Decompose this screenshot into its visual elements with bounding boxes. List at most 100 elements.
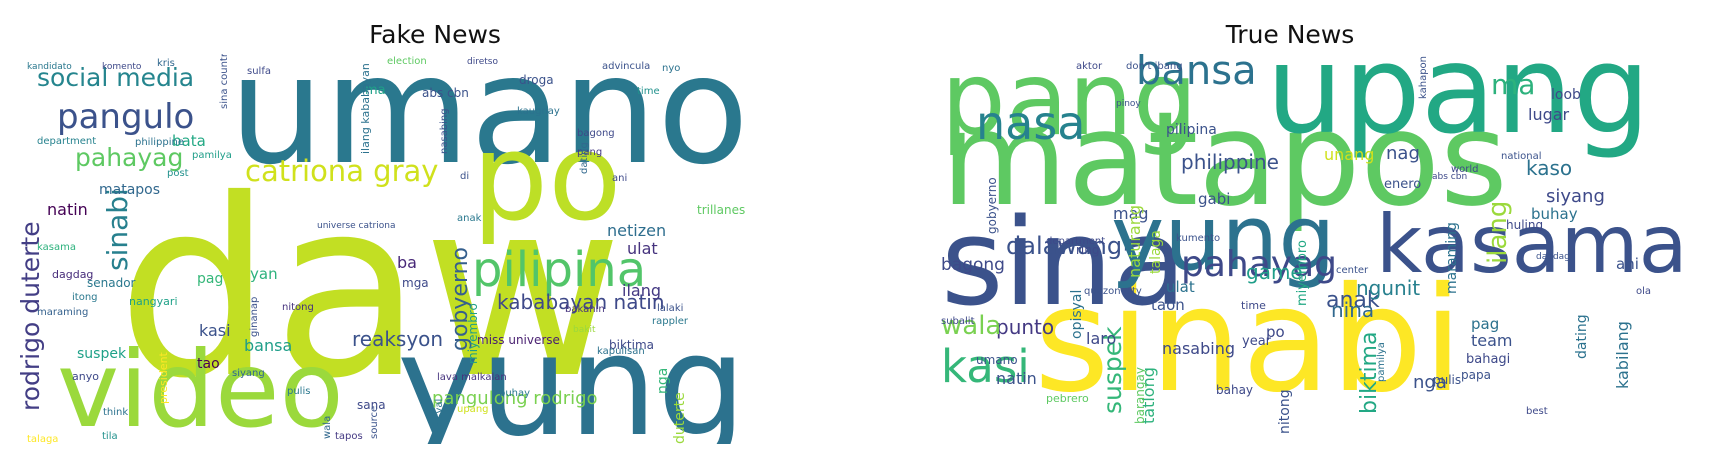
- word-kapulisan: kapulisan: [597, 346, 645, 357]
- word-ulat: ulat: [627, 239, 658, 258]
- word-source: source: [369, 406, 380, 439]
- word-catriona-gray: catriona gray: [245, 154, 438, 188]
- word-yan: yan: [250, 265, 278, 283]
- word-kahapon: kahapon: [1418, 56, 1429, 99]
- word-sana: sana: [357, 398, 386, 412]
- word-netizen: netizen: [607, 221, 666, 240]
- word-upang: upang: [457, 404, 489, 415]
- word-natin: natin: [996, 369, 1037, 388]
- word-biktima: biktima: [1357, 332, 1382, 414]
- word-opisyal: opisyal: [1069, 290, 1085, 339]
- word-ma: ma: [1491, 68, 1535, 101]
- word-pang: pang: [941, 54, 1198, 159]
- word-nitong: nitong: [282, 302, 314, 313]
- word-bansa: bansa: [1136, 54, 1257, 94]
- word-ma: ma: [365, 83, 386, 98]
- word-president: president: [157, 351, 170, 404]
- word-philippine: philippine: [135, 137, 184, 148]
- word-pinoy: pinoy: [1116, 99, 1141, 109]
- word-bahay: bahay: [1216, 383, 1253, 397]
- word-bagong: bagong: [941, 255, 1005, 275]
- word-lugar: lugar: [1528, 105, 1570, 124]
- word-lalaki: lalaki: [657, 303, 683, 314]
- word-kasi: kasi: [941, 340, 1030, 393]
- word-papa: papa: [1461, 368, 1491, 382]
- word-gobyerno: gobyerno: [448, 247, 473, 351]
- word-miss-universe: miss universe: [477, 333, 560, 347]
- word-biktima: biktima: [609, 338, 654, 352]
- word-pahayag: pahayag: [1181, 244, 1337, 285]
- word-bansa: bansa: [244, 336, 292, 355]
- true-news-wordcloud: matapos sinabi upang pang sina yung kasama bans…: [936, 54, 1716, 444]
- word-lava-malkalan: lava malkalan: [437, 372, 507, 383]
- word-pulis: pulis: [1433, 373, 1461, 387]
- word-subalit: subalit: [941, 316, 975, 327]
- word-center: center: [1336, 265, 1369, 276]
- word-po: po: [1266, 323, 1285, 341]
- word-po: po: [472, 109, 622, 248]
- word-bakahin: bakahin: [565, 304, 605, 315]
- word-nga: nga: [1413, 372, 1447, 393]
- word-kandidato: kandidato: [27, 62, 72, 72]
- word-umano: umano: [229, 54, 749, 198]
- word-upang: upang: [1266, 54, 1650, 161]
- word-yung: yung: [397, 305, 746, 444]
- word-abs-cbn: abs cbn: [422, 86, 469, 100]
- word-kaso: kaso: [1526, 156, 1572, 180]
- word-nasabing: nasabing: [439, 108, 450, 154]
- word-tapos: tapos: [335, 431, 363, 442]
- word-pangulong-rodrigo: pangulong rodrigo: [432, 388, 598, 409]
- fake-news-wordcloud: umano daw video yung po pangulo pilipina social…: [17, 54, 797, 444]
- word-tatlong: tatlong: [1139, 367, 1158, 424]
- word-best: best: [1526, 406, 1548, 417]
- word-ilang: ilang: [1483, 201, 1513, 264]
- word-time: time: [1241, 299, 1266, 312]
- word-dagdag: dagdag: [1536, 252, 1570, 262]
- word-ani: ani: [612, 173, 627, 184]
- word-pulis: pulis: [287, 386, 310, 397]
- word-dating: dating: [579, 142, 590, 174]
- word-ani: ani: [1616, 255, 1639, 273]
- word-think: think: [103, 407, 128, 418]
- true-news-panel: True News matapos sinabi upang pang sina yung…: [870, 0, 1730, 456]
- word-dating: dating: [1574, 314, 1590, 359]
- word-abs-cbn: abs cbn: [1432, 172, 1467, 182]
- word-department: department: [1046, 236, 1105, 247]
- word-laro: laro: [1086, 329, 1116, 348]
- word-nga: nga: [655, 368, 671, 394]
- word-pag: pag: [1471, 315, 1499, 333]
- fake-news-panel: Fake News umano daw video yung po pangulo pili…: [17, 20, 797, 444]
- word-don-t-ibang: don't ibang: [1126, 61, 1183, 72]
- word-trillanes: trillanes: [697, 203, 745, 217]
- word-video: video: [57, 329, 344, 444]
- word-talaga: talaga: [1148, 230, 1164, 274]
- word-national: national: [1501, 151, 1542, 162]
- word-huling: huling: [1506, 218, 1543, 232]
- word-world: world: [1451, 164, 1479, 175]
- word-opisyal: opisyal: [434, 399, 445, 434]
- word-kasi: kasi: [199, 321, 231, 340]
- word-sinabi: sinabi: [1034, 256, 1463, 425]
- word-time: time: [637, 86, 660, 97]
- word-miyembro: miyembro: [466, 303, 480, 364]
- word-suspek: suspek: [1098, 326, 1127, 414]
- word-dalawang: dalawang: [1006, 232, 1122, 260]
- word-sinabi: sinabi: [101, 188, 134, 271]
- word-rodrigo-duterte: rodrigo duterte: [17, 221, 45, 411]
- word-post: post: [167, 168, 189, 179]
- word-suspek: suspek: [77, 346, 127, 362]
- word-sina-country: sina country: [219, 54, 230, 109]
- word-dagdag: dagdag: [52, 268, 93, 281]
- word-game: game: [1246, 260, 1303, 284]
- word-maraming: maraming: [37, 307, 88, 318]
- word-anak: anak: [1326, 288, 1380, 313]
- word-mag: mag: [1113, 204, 1149, 223]
- word-kasama: kasama: [37, 242, 76, 253]
- word-wala: wala: [322, 416, 333, 439]
- word-gabi: gabi: [1198, 190, 1230, 208]
- word-bagong: bagong: [577, 128, 615, 139]
- word-droga: droga: [519, 73, 554, 87]
- word-ola: ola: [1636, 286, 1651, 297]
- word-senador: senador: [87, 276, 136, 290]
